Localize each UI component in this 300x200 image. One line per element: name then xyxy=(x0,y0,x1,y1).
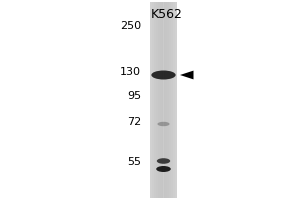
Ellipse shape xyxy=(152,71,176,79)
Bar xyxy=(164,2,165,198)
Bar xyxy=(150,2,177,198)
Bar xyxy=(158,2,164,198)
Bar xyxy=(162,2,164,198)
Ellipse shape xyxy=(157,158,170,164)
Bar xyxy=(154,2,164,198)
Ellipse shape xyxy=(156,166,171,172)
Text: K562: K562 xyxy=(151,7,182,21)
Text: 250: 250 xyxy=(120,21,141,31)
Ellipse shape xyxy=(158,122,169,126)
Bar xyxy=(164,2,177,198)
Bar xyxy=(164,2,171,198)
Bar xyxy=(152,2,164,198)
Bar xyxy=(164,2,167,198)
Bar xyxy=(164,2,175,198)
Bar xyxy=(156,2,164,198)
Bar xyxy=(150,2,164,198)
Text: 130: 130 xyxy=(120,67,141,77)
Polygon shape xyxy=(180,71,194,79)
Bar xyxy=(164,2,173,198)
Bar xyxy=(160,2,164,198)
Text: 95: 95 xyxy=(127,91,141,101)
Text: 55: 55 xyxy=(127,157,141,167)
Bar xyxy=(164,2,169,198)
Text: 72: 72 xyxy=(127,117,141,127)
